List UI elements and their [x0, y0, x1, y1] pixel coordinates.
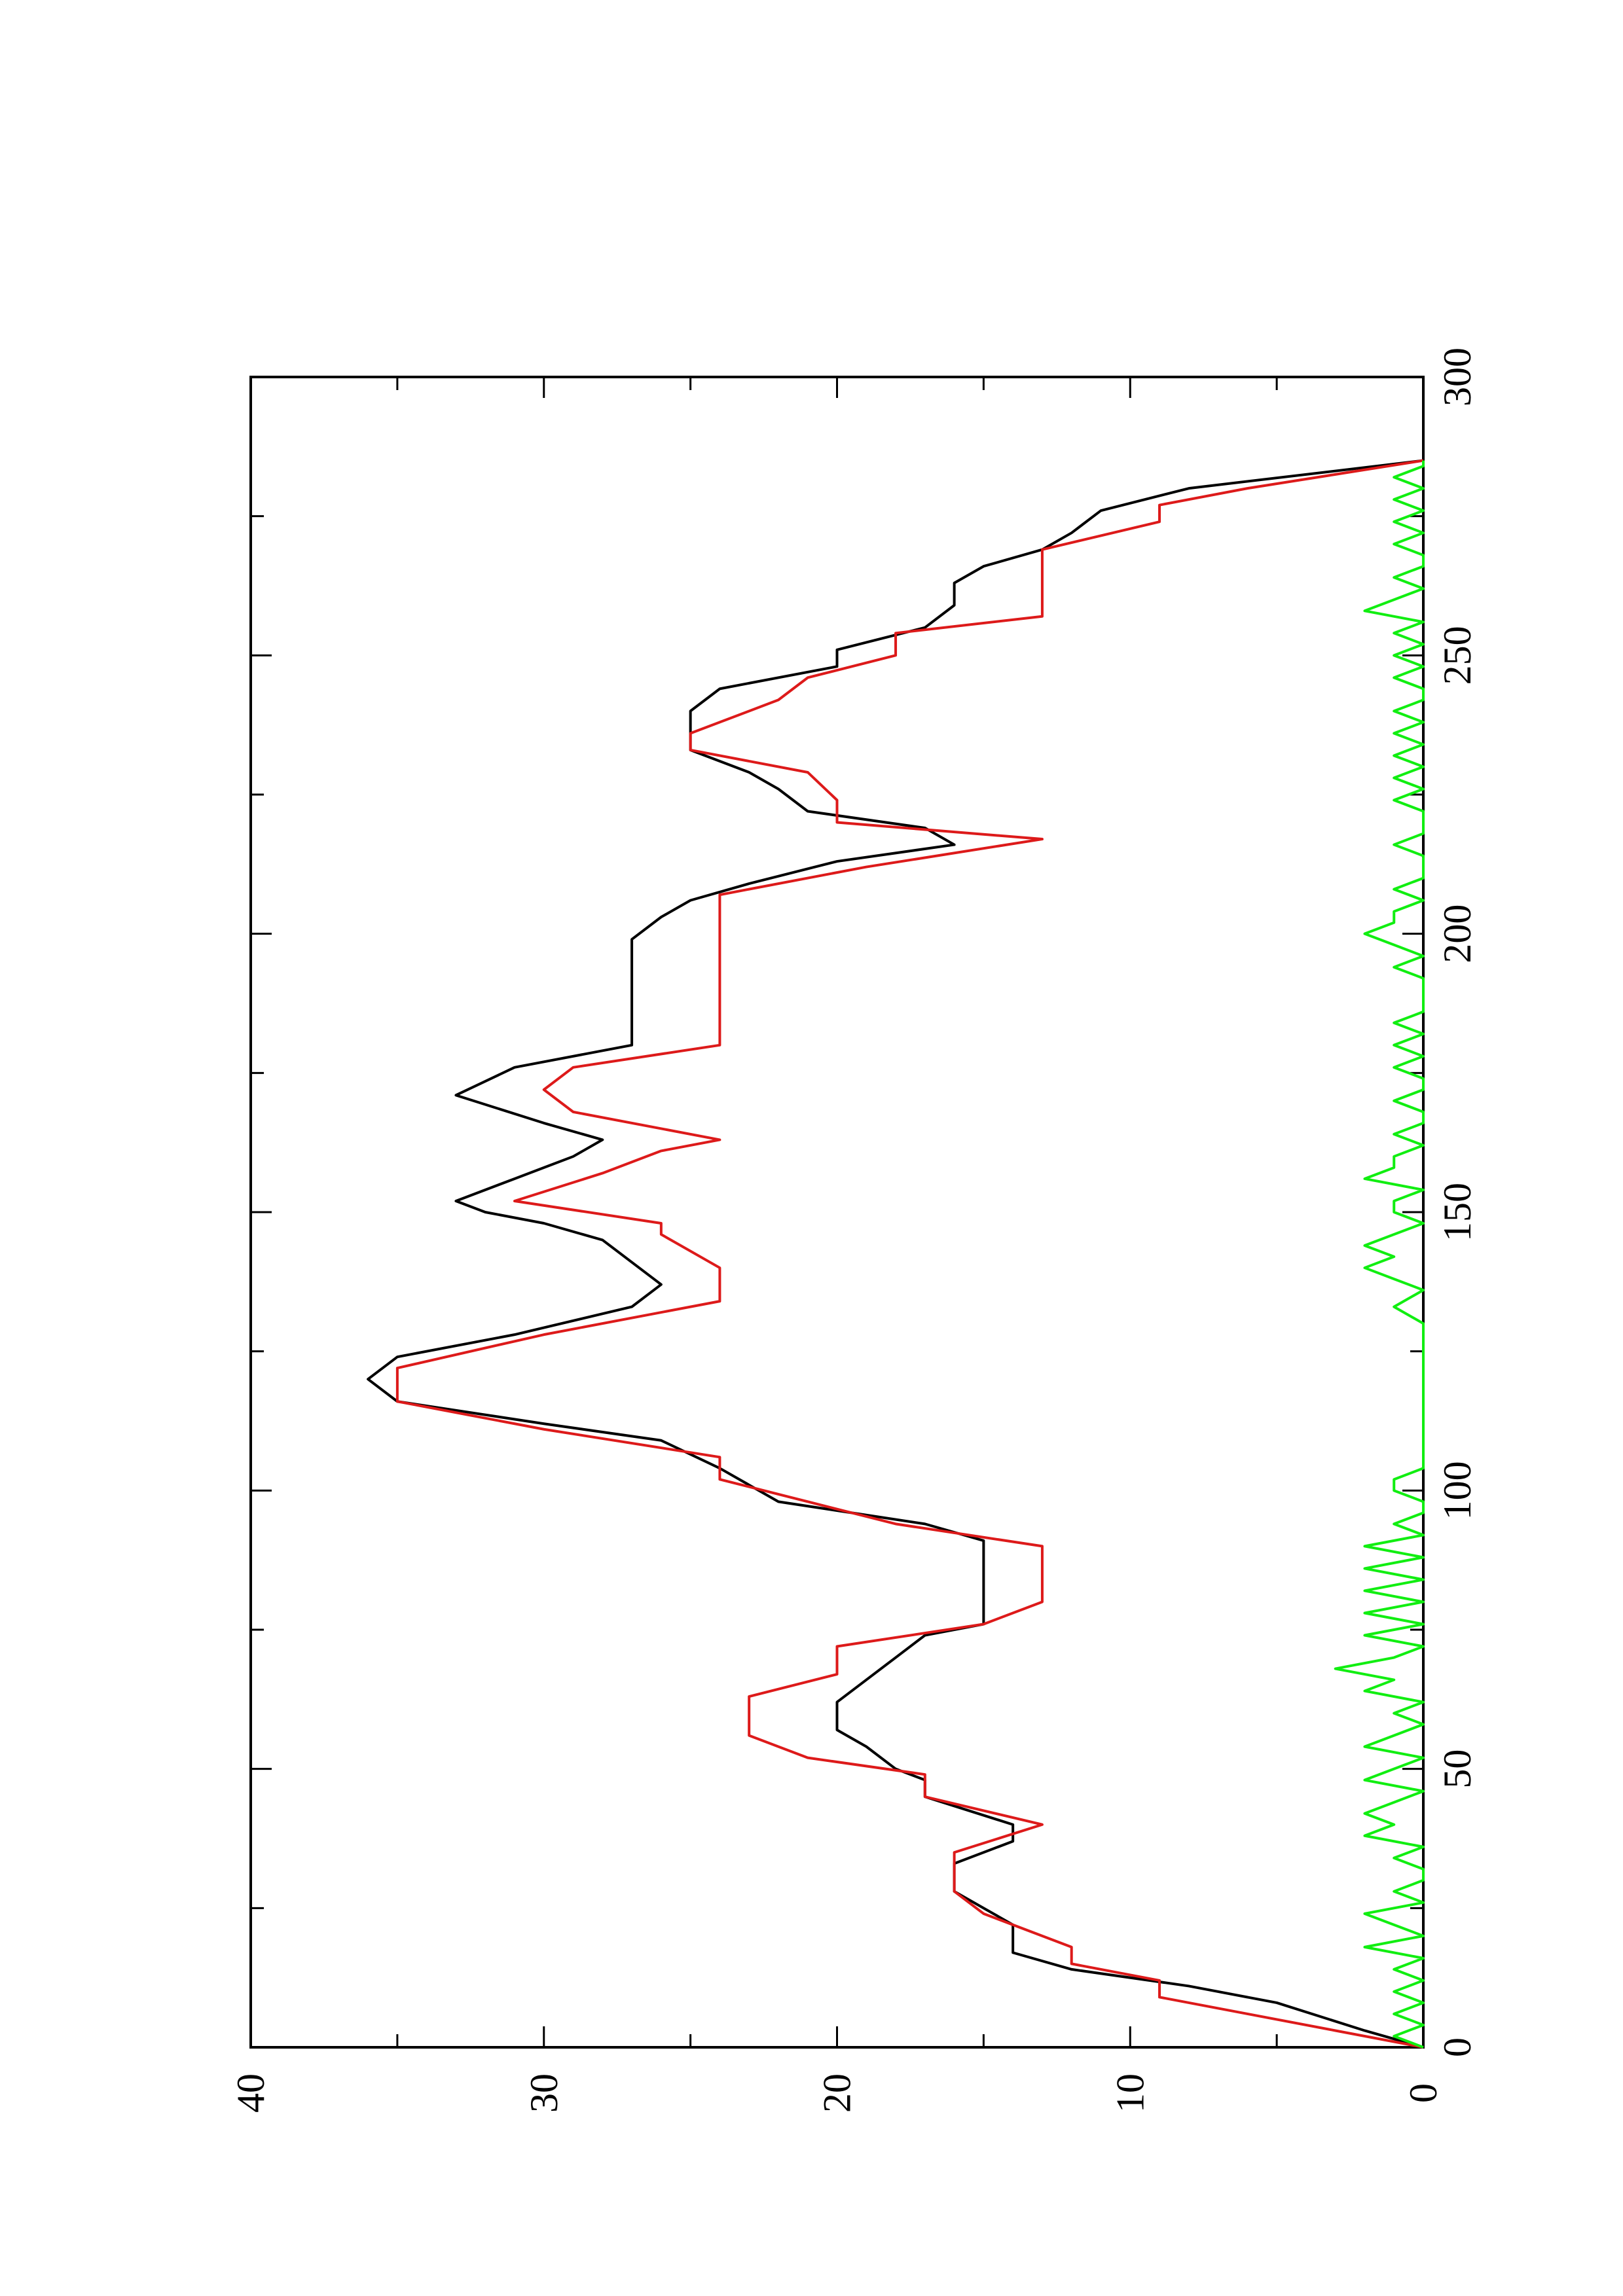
series-layer: [367, 459, 1425, 2049]
x-tick-label: 300: [1436, 348, 1479, 406]
x-tick-label: 150: [1436, 1183, 1479, 1242]
axis-ticks: [249, 376, 1425, 2049]
y-tick-label: 0: [1402, 2083, 1445, 2103]
series-green-line: [1334, 460, 1425, 2049]
y-tick-label: 40: [229, 2073, 272, 2113]
y-tick-label: 30: [522, 2073, 566, 2113]
x-tick-label: 0: [1436, 2037, 1479, 2057]
y-tick-label: 20: [816, 2073, 859, 2113]
y-tick-label: 10: [1108, 2073, 1152, 2113]
axis-tick-labels: 0 50 100 150 200 250 300 0 10 20 30 40: [229, 348, 1479, 2113]
x-tick-label: 50: [1436, 1749, 1479, 1789]
series-black-line: [367, 459, 1424, 2049]
x-tick-label: 200: [1436, 905, 1479, 963]
x-tick-label: 250: [1436, 626, 1479, 685]
x-tick-label: 100: [1436, 1461, 1479, 1520]
series-red-line: [395, 459, 1424, 2049]
plot-frame: [249, 376, 1425, 2049]
